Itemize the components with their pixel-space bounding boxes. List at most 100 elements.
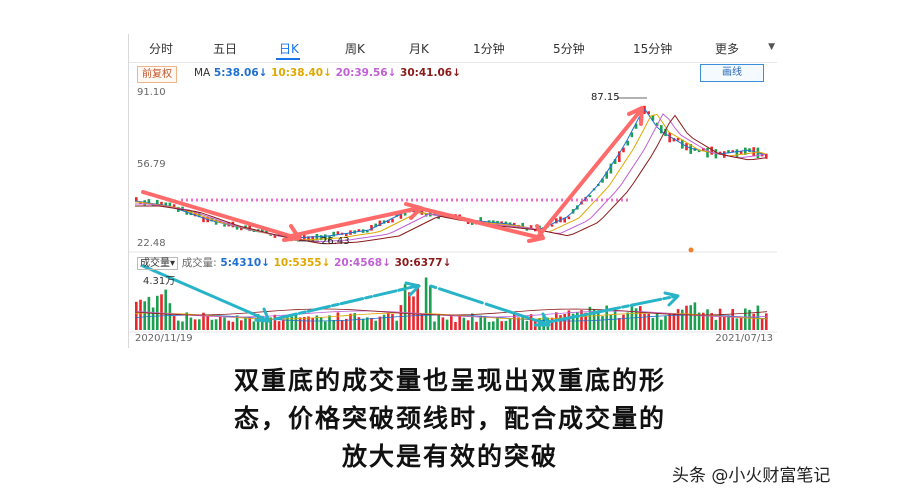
volume-bar [408, 292, 411, 330]
arrow-up-1 [289, 206, 421, 238]
volume-bar [361, 318, 365, 330]
date-start: 2020/11/19 [135, 333, 193, 344]
candle [492, 220, 495, 223]
ma-line [134, 113, 766, 241]
volume-bar [681, 309, 684, 330]
volume-title: 成交量: [181, 257, 217, 269]
ma30-value: 30:41.06↓ [400, 67, 461, 79]
volume-bar [382, 314, 386, 330]
volume-bar [328, 315, 331, 330]
candle [697, 149, 701, 153]
volume-legend: 成交量▾ 成交量: 5:4310↓ 10:5355↓ 20:4568↓ 30:6… [137, 254, 451, 270]
tab-1min[interactable]: 1分钟 [473, 42, 505, 56]
volume-selector[interactable]: 成交量▾ [137, 257, 179, 270]
volume-bar [723, 315, 726, 330]
volume-bar [223, 317, 226, 330]
volume-bar [504, 320, 508, 330]
vol-arrow-up-2 [547, 294, 679, 324]
volume-bar [466, 320, 470, 330]
volume-bar [198, 319, 201, 330]
candle [265, 229, 268, 234]
volume-bar [139, 299, 142, 330]
candle [223, 224, 226, 227]
volume-bar [643, 313, 646, 330]
volume-bar [651, 317, 655, 330]
vol10-value: 10:5355↓ [273, 257, 331, 269]
candle [735, 149, 739, 158]
volume-bar [445, 319, 449, 330]
chevron-down-icon[interactable]: ▼ [768, 42, 775, 52]
candles [135, 105, 768, 242]
candle [723, 151, 726, 158]
candle [727, 150, 730, 154]
volume-bar [748, 309, 751, 330]
volume-bar [286, 317, 289, 330]
candle [622, 147, 625, 153]
candle [269, 233, 272, 236]
volume-bar [450, 316, 453, 330]
volume-bar [508, 318, 512, 330]
tab-weekly-k[interactable]: 周K [345, 42, 365, 56]
volume-bar [240, 320, 243, 330]
candle [319, 235, 323, 241]
candle [676, 137, 680, 141]
high-price-label: 87.15 [591, 92, 620, 103]
candle [605, 171, 608, 179]
event-dot [688, 247, 694, 253]
volume-bar [529, 314, 533, 330]
volume-bar [231, 321, 235, 330]
candle [504, 221, 508, 225]
tab-more[interactable]: 更多 [715, 42, 740, 56]
volume-bar [366, 317, 369, 330]
tab-minute[interactable]: 分时 [149, 42, 174, 56]
candle [391, 218, 394, 223]
caption-line-2: 态，价格突破颈线时，配合成交量的 [233, 404, 666, 433]
volume-bar [416, 284, 419, 330]
volume-bar [147, 296, 151, 330]
volume-bar [760, 318, 764, 330]
volume-bar [177, 320, 180, 330]
volume-bar [151, 307, 155, 330]
volume-bar [374, 320, 377, 330]
volume-bar [252, 321, 256, 330]
vol-arrow-head-1 [254, 307, 271, 323]
volume-bar [332, 320, 335, 330]
volume-bar [248, 317, 251, 330]
volume-bar [265, 317, 268, 330]
volume-bar [668, 313, 671, 330]
candle [345, 233, 348, 236]
volume-bar [697, 312, 701, 330]
volume-bar [487, 321, 491, 330]
volume-bar [214, 319, 218, 330]
period-tabs: 分时 五日 日K 周K 月K 1分钟 5分钟 15分钟 更多 ▼ [129, 34, 777, 63]
candle [626, 140, 629, 146]
ma10-value: 10:38.40↓ [271, 67, 332, 79]
adjust-button[interactable]: 前复权 [137, 66, 177, 83]
volume-bar [273, 314, 277, 330]
volume-bar [647, 313, 650, 330]
volume-bar [685, 305, 688, 330]
draw-line-button[interactable]: 画线 [700, 64, 764, 82]
tab-15min[interactable]: 15分钟 [633, 42, 673, 56]
tab-monthly-k[interactable]: 月K [409, 42, 429, 56]
vol-arrow-head-4 [663, 291, 680, 307]
volume-bar [378, 316, 382, 330]
tab-daily-k[interactable]: 日K [279, 42, 299, 56]
volume-bar [387, 313, 390, 330]
volume-bar [634, 308, 638, 330]
tab-five-day[interactable]: 五日 [213, 42, 238, 56]
vol-arrow-head-3 [533, 312, 551, 327]
arrow-head-1 [282, 224, 301, 242]
volume-bar [626, 312, 629, 330]
candle [336, 231, 340, 235]
candle [529, 225, 533, 229]
candlestick-chart[interactable]: 87.15 26.43 [129, 34, 777, 348]
volume-bar [210, 319, 214, 330]
volume-bar [462, 317, 466, 330]
volume-bar [261, 315, 264, 330]
tab-5min[interactable]: 5分钟 [553, 42, 585, 56]
vol-arrow-down-1 [141, 264, 269, 322]
candle [261, 229, 264, 232]
candle [160, 201, 163, 205]
indicator-bar: 前复权 MA 5:38.06↓ 10:38.40↓ 20:39.56↓ 30:4… [129, 64, 777, 84]
